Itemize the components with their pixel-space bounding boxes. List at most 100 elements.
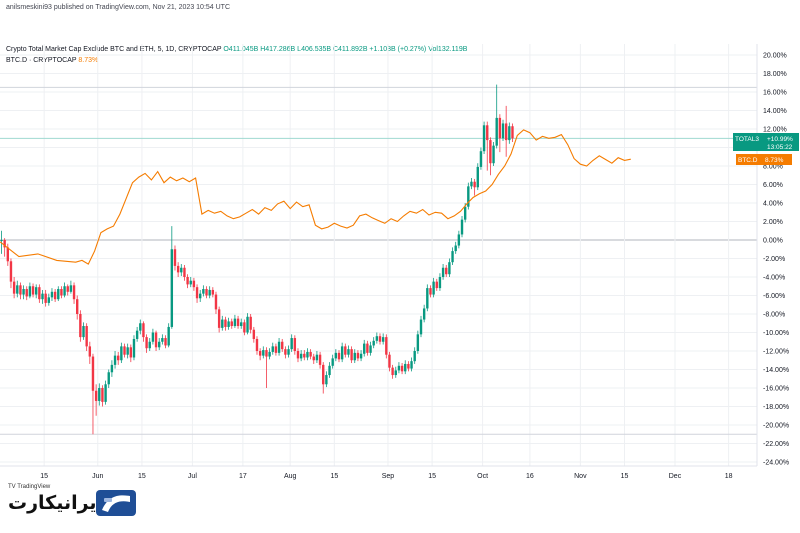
candle[interactable] <box>473 178 476 196</box>
candle[interactable] <box>350 346 353 364</box>
candle[interactable] <box>205 286 208 299</box>
candle[interactable] <box>224 316 227 331</box>
candle[interactable] <box>388 351 391 372</box>
candle[interactable] <box>271 342 274 355</box>
candle[interactable] <box>57 286 60 302</box>
candle[interactable] <box>208 286 211 299</box>
candle[interactable] <box>347 345 350 358</box>
candle[interactable] <box>104 380 107 405</box>
candle[interactable] <box>183 264 186 281</box>
candle[interactable] <box>126 343 129 359</box>
candle[interactable] <box>221 315 224 331</box>
candle[interactable] <box>498 114 502 153</box>
candle[interactable] <box>328 362 331 378</box>
candle[interactable] <box>426 284 429 312</box>
candle[interactable] <box>375 332 379 344</box>
candle[interactable] <box>293 335 297 355</box>
candle[interactable] <box>255 336 259 355</box>
candle[interactable] <box>120 342 123 364</box>
candle[interactable] <box>50 288 54 302</box>
candle[interactable] <box>249 314 252 334</box>
candle[interactable] <box>318 351 322 369</box>
candle[interactable] <box>356 350 360 362</box>
candle[interactable] <box>154 330 158 351</box>
candle[interactable] <box>467 182 470 210</box>
candle[interactable] <box>246 313 249 335</box>
candle[interactable] <box>170 226 174 329</box>
candle[interactable] <box>394 366 397 378</box>
candle[interactable] <box>460 215 464 238</box>
candle[interactable] <box>422 304 426 323</box>
candle[interactable] <box>495 84 498 149</box>
candle[interactable] <box>98 383 101 406</box>
candle[interactable] <box>441 264 445 280</box>
candle[interactable] <box>16 280 19 298</box>
candle[interactable] <box>287 345 290 358</box>
candle[interactable] <box>38 284 41 303</box>
candle[interactable] <box>176 262 180 277</box>
candle[interactable] <box>419 315 423 338</box>
candle[interactable] <box>281 338 284 352</box>
candle[interactable] <box>28 282 32 299</box>
candle[interactable] <box>72 282 76 304</box>
candle[interactable] <box>132 335 136 361</box>
candle[interactable] <box>303 350 306 361</box>
candle[interactable] <box>306 348 309 361</box>
candle[interactable] <box>12 277 16 299</box>
candle[interactable] <box>243 319 246 336</box>
candle[interactable] <box>145 334 148 353</box>
candle[interactable] <box>88 341 92 364</box>
candle[interactable] <box>82 322 85 340</box>
candle[interactable] <box>400 363 404 375</box>
candle[interactable] <box>186 274 189 289</box>
candle[interactable] <box>9 258 13 289</box>
candle[interactable] <box>284 346 287 359</box>
candle[interactable] <box>262 346 265 359</box>
candle[interactable] <box>410 357 413 372</box>
candle[interactable] <box>91 353 95 435</box>
candle[interactable] <box>340 342 344 363</box>
candle[interactable] <box>76 295 79 320</box>
candle[interactable] <box>378 333 382 345</box>
candle[interactable] <box>334 349 338 362</box>
candle[interactable] <box>195 284 199 303</box>
candle[interactable] <box>227 317 230 330</box>
candle[interactable] <box>167 323 170 348</box>
candle[interactable] <box>233 314 237 328</box>
candle[interactable] <box>189 277 192 288</box>
candle[interactable] <box>252 326 256 343</box>
candle[interactable] <box>476 163 479 191</box>
candle[interactable] <box>432 277 435 298</box>
candle[interactable] <box>142 321 145 342</box>
candle[interactable] <box>164 335 167 349</box>
candle[interactable] <box>454 241 457 254</box>
candle[interactable] <box>312 353 315 364</box>
candle[interactable] <box>385 334 388 359</box>
candle[interactable] <box>296 348 300 363</box>
candle[interactable] <box>325 371 328 388</box>
candle[interactable] <box>66 284 69 296</box>
candle[interactable] <box>161 334 164 345</box>
candle[interactable] <box>381 333 385 345</box>
candle[interactable] <box>101 385 104 407</box>
candle[interactable] <box>489 137 492 176</box>
candle[interactable] <box>258 348 262 361</box>
candle[interactable] <box>60 286 63 299</box>
candle[interactable] <box>47 293 51 306</box>
candle[interactable] <box>309 349 312 360</box>
candle[interactable] <box>369 341 372 356</box>
candle[interactable] <box>79 310 82 342</box>
candle[interactable] <box>445 264 448 277</box>
candle[interactable] <box>290 334 293 352</box>
candle[interactable] <box>372 337 375 349</box>
candle[interactable] <box>429 285 432 298</box>
candle[interactable] <box>135 326 139 342</box>
candle[interactable] <box>470 178 473 190</box>
candle[interactable] <box>508 122 511 144</box>
candle[interactable] <box>199 289 202 302</box>
candle[interactable] <box>94 384 98 416</box>
candle[interactable] <box>391 364 394 379</box>
candle[interactable] <box>359 350 363 362</box>
candle[interactable] <box>435 278 438 291</box>
candle[interactable] <box>123 343 126 358</box>
